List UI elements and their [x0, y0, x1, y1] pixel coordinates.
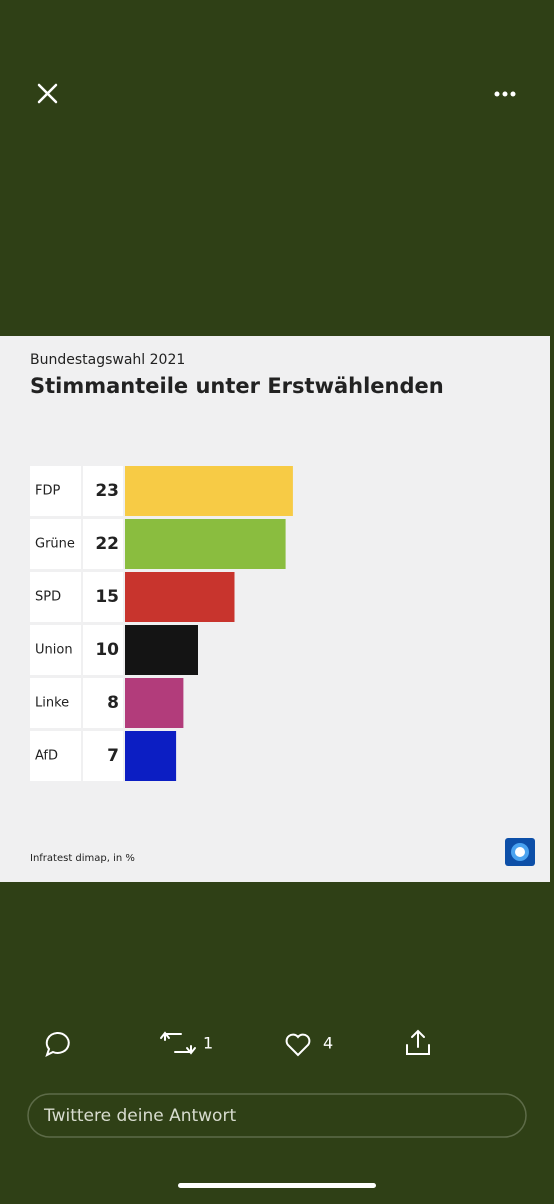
bar — [125, 625, 198, 675]
reply-button[interactable] — [45, 1031, 70, 1057]
retweet-count: 1 — [203, 1034, 213, 1053]
like-button[interactable] — [285, 1033, 311, 1057]
reply-placeholder: Twittere deine Antwort — [43, 1106, 236, 1126]
category-label: FDP — [35, 484, 60, 499]
like-count: 4 — [323, 1034, 333, 1053]
value-cell — [83, 625, 123, 675]
label-cell — [30, 678, 81, 728]
chart-card — [0, 336, 550, 882]
chart-rows: FDP 23 Grüne 22 SPD 15 Union 10 Linke 8 AfD 7 — [30, 466, 293, 781]
retweet-button[interactable] — [160, 1031, 196, 1055]
value-cell — [83, 572, 123, 622]
close-button[interactable] — [37, 83, 58, 104]
bar — [125, 572, 235, 622]
bar — [125, 466, 293, 516]
bar — [125, 519, 286, 569]
chart-source: Infratest dimap, in % — [30, 853, 135, 864]
value-label: 8 — [107, 693, 119, 713]
category-label: Grüne — [35, 537, 75, 552]
more-button[interactable] — [494, 91, 516, 97]
label-cell — [30, 625, 81, 675]
label-cell — [30, 466, 81, 516]
share-button[interactable] — [406, 1029, 430, 1055]
value-label: 10 — [95, 640, 119, 660]
value-cell — [83, 466, 123, 516]
value-label: 23 — [95, 481, 119, 501]
chart-title: Stimmanteile unter Erstwählenden — [30, 374, 444, 398]
value-cell — [83, 519, 123, 569]
chart-subtitle: Bundestagswahl 2021 — [30, 352, 185, 368]
category-label: AfD — [35, 749, 58, 764]
category-label: Union — [35, 643, 73, 658]
value-cell — [83, 678, 123, 728]
value-label: 22 — [95, 534, 119, 554]
reply-box[interactable] — [27, 1093, 527, 1138]
value-label: 15 — [95, 587, 119, 607]
label-cell — [30, 519, 81, 569]
bar — [125, 731, 177, 781]
value-cell — [83, 731, 123, 781]
home-indicator — [178, 1183, 376, 1188]
label-cell — [30, 572, 81, 622]
value-label: 7 — [107, 746, 119, 766]
label-cell — [30, 731, 81, 781]
category-label: SPD — [35, 590, 61, 605]
logo — [505, 838, 535, 866]
category-label: Linke — [35, 696, 69, 711]
bar — [125, 678, 184, 728]
